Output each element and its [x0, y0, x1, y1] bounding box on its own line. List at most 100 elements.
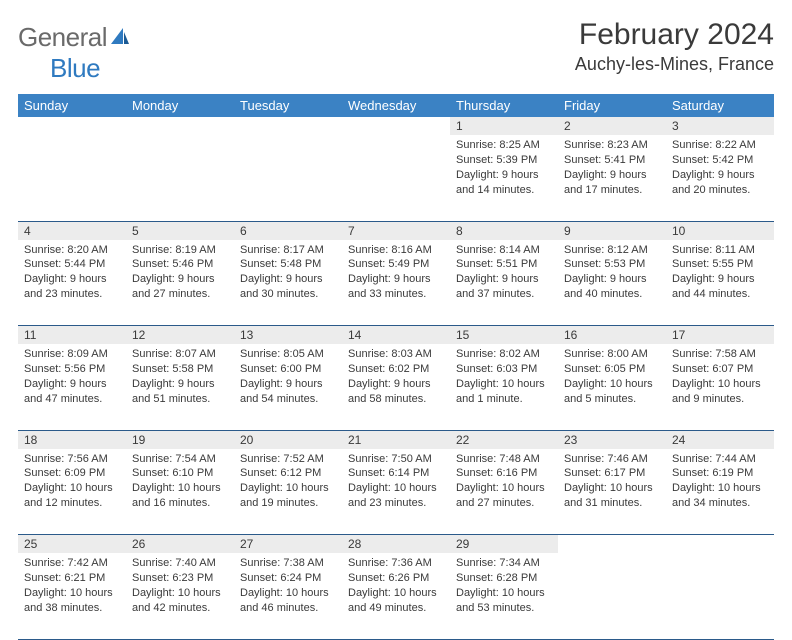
- sunset-line: Sunset: 6:14 PM: [348, 466, 444, 481]
- sunrise-line: Sunrise: 8:02 AM: [456, 347, 552, 362]
- day-cell: Sunrise: 8:12 AMSunset: 5:53 PMDaylight:…: [558, 240, 666, 306]
- day-number: 22: [450, 431, 558, 449]
- day-number: [558, 535, 666, 553]
- daylight-line: Daylight: 10 hours and 19 minutes.: [240, 481, 336, 511]
- day-cell: Sunrise: 7:50 AMSunset: 6:14 PMDaylight:…: [342, 449, 450, 515]
- sunset-line: Sunset: 5:44 PM: [24, 257, 120, 272]
- day-cell: Sunrise: 7:38 AMSunset: 6:24 PMDaylight:…: [234, 553, 342, 619]
- daylight-line: Daylight: 9 hours and 40 minutes.: [564, 272, 660, 302]
- sunrise-line: Sunrise: 7:38 AM: [240, 556, 336, 571]
- week-content-row: Sunrise: 8:25 AMSunset: 5:39 PMDaylight:…: [18, 135, 774, 221]
- sunrise-line: Sunrise: 7:54 AM: [132, 452, 228, 467]
- day-cell: Sunrise: 7:40 AMSunset: 6:23 PMDaylight:…: [126, 553, 234, 619]
- day-header: Friday: [558, 94, 666, 117]
- sunrise-line: Sunrise: 7:50 AM: [348, 452, 444, 467]
- daylight-line: Daylight: 10 hours and 5 minutes.: [564, 377, 660, 407]
- sunrise-line: Sunrise: 7:36 AM: [348, 556, 444, 571]
- sunset-line: Sunset: 6:16 PM: [456, 466, 552, 481]
- day-cell: [234, 135, 342, 142]
- header: GeneralBlue February 2024 Auchy-les-Mine…: [18, 18, 774, 84]
- daylight-line: Daylight: 9 hours and 17 minutes.: [564, 168, 660, 198]
- day-number: 19: [126, 431, 234, 449]
- sunrise-line: Sunrise: 7:56 AM: [24, 452, 120, 467]
- sunrise-line: Sunrise: 8:03 AM: [348, 347, 444, 362]
- daylight-line: Daylight: 9 hours and 27 minutes.: [132, 272, 228, 302]
- daylight-line: Daylight: 9 hours and 44 minutes.: [672, 272, 768, 302]
- day-cell: Sunrise: 7:42 AMSunset: 6:21 PMDaylight:…: [18, 553, 126, 619]
- day-number: 15: [450, 326, 558, 344]
- sunrise-line: Sunrise: 8:12 AM: [564, 243, 660, 258]
- sunrise-line: Sunrise: 7:48 AM: [456, 452, 552, 467]
- day-number: [234, 117, 342, 135]
- day-number: 4: [18, 222, 126, 240]
- day-cell: Sunrise: 8:16 AMSunset: 5:49 PMDaylight:…: [342, 240, 450, 306]
- sunset-line: Sunset: 5:56 PM: [24, 362, 120, 377]
- location: Auchy-les-Mines, France: [575, 54, 774, 75]
- daylight-line: Daylight: 9 hours and 14 minutes.: [456, 168, 552, 198]
- sunset-line: Sunset: 5:53 PM: [564, 257, 660, 272]
- day-cell: Sunrise: 8:25 AMSunset: 5:39 PMDaylight:…: [450, 135, 558, 201]
- daylight-line: Daylight: 9 hours and 51 minutes.: [132, 377, 228, 407]
- day-cell: Sunrise: 7:34 AMSunset: 6:28 PMDaylight:…: [450, 553, 558, 619]
- day-number: 29: [450, 535, 558, 553]
- week-content-row: Sunrise: 8:20 AMSunset: 5:44 PMDaylight:…: [18, 240, 774, 326]
- day-number: 16: [558, 326, 666, 344]
- day-number: 3: [666, 117, 774, 135]
- sunrise-line: Sunrise: 7:46 AM: [564, 452, 660, 467]
- sunrise-line: Sunrise: 8:11 AM: [672, 243, 768, 258]
- daylight-line: Daylight: 10 hours and 16 minutes.: [132, 481, 228, 511]
- sunset-line: Sunset: 5:51 PM: [456, 257, 552, 272]
- day-number: [666, 535, 774, 553]
- daylight-line: Daylight: 10 hours and 42 minutes.: [132, 586, 228, 616]
- daylight-line: Daylight: 9 hours and 33 minutes.: [348, 272, 444, 302]
- daylight-line: Daylight: 10 hours and 53 minutes.: [456, 586, 552, 616]
- week-content-row: Sunrise: 7:42 AMSunset: 6:21 PMDaylight:…: [18, 553, 774, 639]
- day-number: 8: [450, 222, 558, 240]
- day-number: [126, 117, 234, 135]
- sunset-line: Sunset: 5:49 PM: [348, 257, 444, 272]
- sunset-line: Sunset: 6:19 PM: [672, 466, 768, 481]
- sunrise-line: Sunrise: 7:58 AM: [672, 347, 768, 362]
- day-cell: Sunrise: 8:02 AMSunset: 6:03 PMDaylight:…: [450, 344, 558, 410]
- day-cell: Sunrise: 7:58 AMSunset: 6:07 PMDaylight:…: [666, 344, 774, 410]
- sunset-line: Sunset: 6:28 PM: [456, 571, 552, 586]
- week-daynum-row: 18192021222324: [18, 430, 774, 449]
- day-number: 5: [126, 222, 234, 240]
- sunset-line: Sunset: 5:39 PM: [456, 153, 552, 168]
- sunset-line: Sunset: 6:09 PM: [24, 466, 120, 481]
- day-header: Sunday: [18, 94, 126, 117]
- day-number: 24: [666, 431, 774, 449]
- sunset-line: Sunset: 5:48 PM: [240, 257, 336, 272]
- day-cell: Sunrise: 7:36 AMSunset: 6:26 PMDaylight:…: [342, 553, 450, 619]
- week-content-row: Sunrise: 8:09 AMSunset: 5:56 PMDaylight:…: [18, 344, 774, 430]
- day-cell: Sunrise: 8:20 AMSunset: 5:44 PMDaylight:…: [18, 240, 126, 306]
- sunset-line: Sunset: 6:17 PM: [564, 466, 660, 481]
- day-number: 10: [666, 222, 774, 240]
- sunset-line: Sunset: 6:23 PM: [132, 571, 228, 586]
- logo-text-general: General: [18, 22, 107, 52]
- day-cell: Sunrise: 7:48 AMSunset: 6:16 PMDaylight:…: [450, 449, 558, 515]
- day-number: 18: [18, 431, 126, 449]
- day-number: 13: [234, 326, 342, 344]
- sunset-line: Sunset: 5:42 PM: [672, 153, 768, 168]
- sunrise-line: Sunrise: 8:00 AM: [564, 347, 660, 362]
- day-cell: Sunrise: 8:14 AMSunset: 5:51 PMDaylight:…: [450, 240, 558, 306]
- day-number: 2: [558, 117, 666, 135]
- day-header: Thursday: [450, 94, 558, 117]
- daylight-line: Daylight: 10 hours and 34 minutes.: [672, 481, 768, 511]
- daylight-line: Daylight: 9 hours and 23 minutes.: [24, 272, 120, 302]
- daylight-line: Daylight: 10 hours and 46 minutes.: [240, 586, 336, 616]
- day-cell: Sunrise: 7:56 AMSunset: 6:09 PMDaylight:…: [18, 449, 126, 515]
- day-number: 25: [18, 535, 126, 553]
- sunset-line: Sunset: 5:41 PM: [564, 153, 660, 168]
- daylight-line: Daylight: 10 hours and 23 minutes.: [348, 481, 444, 511]
- day-cell: [126, 135, 234, 142]
- day-number: 23: [558, 431, 666, 449]
- day-cell: Sunrise: 7:46 AMSunset: 6:17 PMDaylight:…: [558, 449, 666, 515]
- day-cell: Sunrise: 8:09 AMSunset: 5:56 PMDaylight:…: [18, 344, 126, 410]
- sunrise-line: Sunrise: 8:07 AM: [132, 347, 228, 362]
- day-header: Tuesday: [234, 94, 342, 117]
- day-number: 26: [126, 535, 234, 553]
- daylight-line: Daylight: 10 hours and 9 minutes.: [672, 377, 768, 407]
- daylight-line: Daylight: 10 hours and 31 minutes.: [564, 481, 660, 511]
